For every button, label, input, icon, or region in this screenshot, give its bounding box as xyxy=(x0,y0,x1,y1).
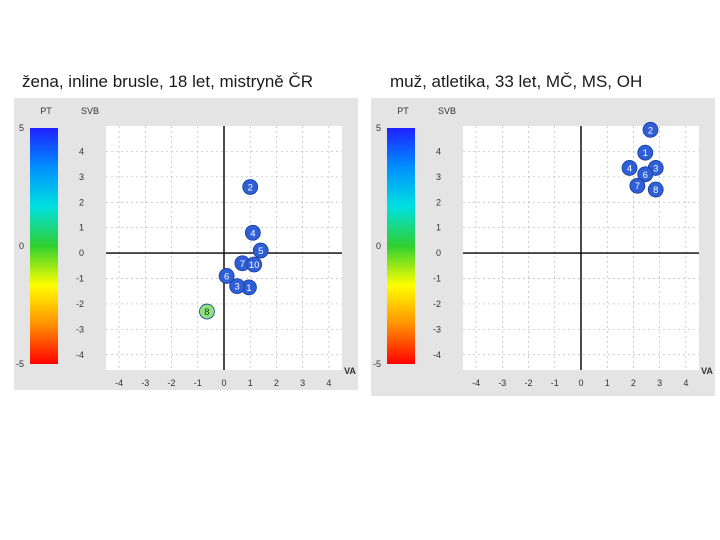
data-point-label: 8 xyxy=(204,307,209,318)
data-point-label: 7 xyxy=(240,259,245,270)
data-point xyxy=(229,278,246,295)
data-point-label: 4 xyxy=(250,228,255,239)
y-tick-label: -3 xyxy=(433,324,441,334)
data-point xyxy=(621,160,638,176)
x-tick-label: 3 xyxy=(657,378,662,388)
x-tick-label: 2 xyxy=(631,378,636,388)
colorbar-tick-label: -5 xyxy=(373,359,381,369)
data-point-label: 1 xyxy=(643,148,648,159)
y-tick-label: -4 xyxy=(433,350,441,360)
y-tick-label: 4 xyxy=(79,146,84,156)
data-point xyxy=(242,179,259,195)
x-axis-label: VA xyxy=(701,366,713,376)
data-point-label: 3 xyxy=(234,282,239,293)
colorbar-tick-label: 5 xyxy=(19,123,24,133)
data-point-label: 6 xyxy=(224,271,229,282)
y-tick-label: 2 xyxy=(79,197,84,207)
y-tick-label: 1 xyxy=(436,223,441,233)
data-point-label: 3 xyxy=(653,163,658,174)
y-tick-label: 3 xyxy=(436,172,441,182)
data-point-label: 6 xyxy=(643,170,648,181)
x-tick-label: -1 xyxy=(551,378,559,388)
colorbar-label: PT xyxy=(40,106,52,116)
colorbar-tick-label: -5 xyxy=(16,359,24,369)
y-tick-label: 0 xyxy=(79,248,84,258)
x-tick-label: -4 xyxy=(472,378,480,388)
y-tick-label: -1 xyxy=(76,274,84,284)
data-point xyxy=(244,224,261,241)
colorbar-tick-label: 0 xyxy=(376,241,381,251)
y-tick-label: 1 xyxy=(79,223,84,233)
y-tick-label: -1 xyxy=(433,274,441,284)
x-tick-label: 3 xyxy=(300,378,305,388)
y-tick-label: 4 xyxy=(436,146,441,156)
data-point xyxy=(199,303,215,320)
y-tick-label: 2 xyxy=(436,197,441,207)
x-tick-label: 4 xyxy=(326,378,331,388)
x-tick-label: 1 xyxy=(248,378,253,388)
y-tick-label: -2 xyxy=(76,299,84,309)
colorbar xyxy=(30,128,58,364)
data-point xyxy=(637,166,654,183)
y-tick-label: 3 xyxy=(79,172,84,182)
colorbar-tick-label: 0 xyxy=(19,241,24,251)
x-tick-label: -1 xyxy=(194,378,202,388)
chart-title-left: žena, inline brusle, 18 let, mistryně ČR xyxy=(22,72,314,91)
chart-title-right: muž, atletika, 33 let, MČ, MS, OH xyxy=(390,72,643,91)
data-point-label: 2 xyxy=(248,183,253,194)
y-tick-label: -3 xyxy=(76,324,84,334)
x-tick-label: -3 xyxy=(141,378,149,388)
data-point xyxy=(246,256,263,273)
data-point-label: 10 xyxy=(249,260,260,271)
x-tick-label: -4 xyxy=(115,378,123,388)
data-point xyxy=(252,242,269,259)
x-axis-label: VA xyxy=(344,366,356,376)
colorbar xyxy=(387,128,415,364)
y-tick-label: -2 xyxy=(433,299,441,309)
data-point xyxy=(647,181,664,198)
data-point-label: 5 xyxy=(258,246,263,257)
data-point xyxy=(637,144,654,161)
data-point-label: 4 xyxy=(627,163,632,174)
colorbar-label: PT xyxy=(397,106,409,116)
y-tick-label: 0 xyxy=(436,248,441,258)
data-point xyxy=(218,268,235,284)
x-tick-label: 0 xyxy=(578,378,583,388)
data-point-label: 2 xyxy=(648,125,653,136)
data-point-label: 7 xyxy=(635,181,640,192)
x-tick-label: -2 xyxy=(525,378,533,388)
y-axis-label: SVB xyxy=(81,106,99,116)
data-point xyxy=(629,177,646,194)
y-tick-label: -4 xyxy=(76,350,84,360)
x-tick-label: 2 xyxy=(274,378,279,388)
x-tick-label: -2 xyxy=(168,378,176,388)
x-tick-label: 0 xyxy=(221,378,226,388)
colorbar-tick-label: 5 xyxy=(376,123,381,133)
y-axis-label: SVB xyxy=(438,106,456,116)
data-point-label: 1 xyxy=(246,283,251,294)
x-tick-label: 1 xyxy=(605,378,610,388)
x-tick-label: 4 xyxy=(683,378,688,388)
data-point-label: 8 xyxy=(653,185,658,196)
x-tick-label: -3 xyxy=(498,378,506,388)
data-point xyxy=(642,121,659,138)
